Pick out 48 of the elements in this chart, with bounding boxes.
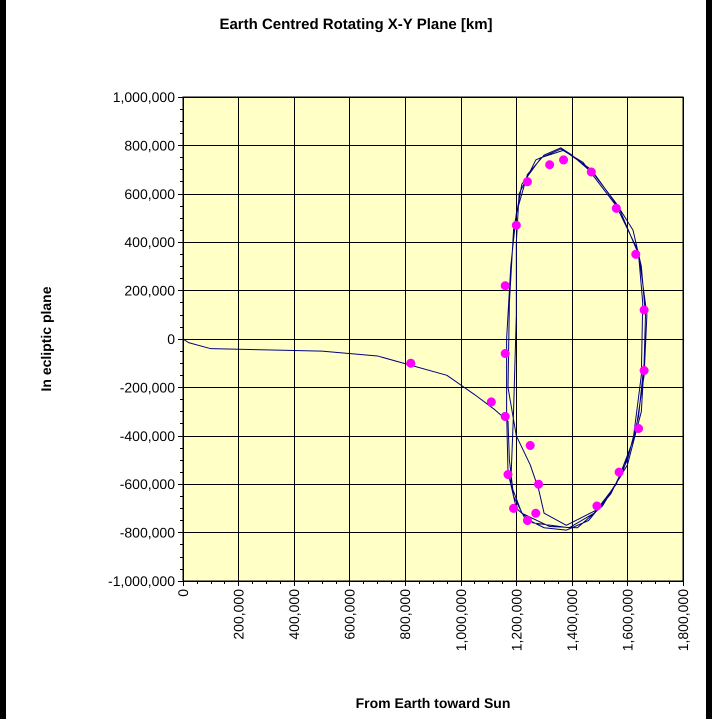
point (534, 480, 544, 489)
point (504, 470, 512, 480)
y-tick-label: 800,000 (124, 137, 176, 154)
x-axis-title: From Earth toward Sun (356, 695, 510, 711)
point (509, 504, 518, 513)
point (586, 168, 596, 177)
chart-title: Earth Centred Rotating X-Y Plane [km] (219, 16, 493, 33)
point (634, 424, 644, 434)
point (545, 160, 554, 170)
y-tick-label: 400,000 (124, 234, 176, 250)
line-series (182, 147, 648, 531)
y-tick-label: -800,000 (120, 524, 176, 541)
x-tick-label: 400,000 (286, 588, 302, 640)
x-tick-label: 200,000 (230, 588, 247, 640)
x-tick-label: 1,000,000 (452, 588, 469, 652)
point (612, 204, 621, 213)
x-tick-label: 1,800,000 (675, 588, 691, 652)
point (522, 516, 532, 525)
point (592, 501, 602, 510)
point (526, 440, 535, 450)
point (500, 281, 510, 290)
point (500, 349, 510, 358)
y-tick-label: -600,000 (120, 476, 176, 492)
point (559, 155, 568, 164)
x-tick-label: 0 (175, 588, 191, 597)
x-tick-label: 1,400,000 (564, 588, 580, 652)
x-tick-label: 1,200,000 (508, 588, 524, 652)
point (500, 412, 510, 421)
y-tick-label: 600,000 (124, 186, 176, 202)
point (512, 220, 521, 230)
y-tick-label: 1,000,000 (112, 89, 176, 105)
y-tick-label: 200,000 (124, 282, 176, 299)
y-tick-label: -1,000,000 (108, 573, 176, 589)
y-tick-label: -200,000 (120, 379, 176, 396)
x-tick-label: 1,600,000 (619, 588, 636, 652)
point (406, 358, 416, 368)
point (631, 250, 640, 259)
point (486, 397, 496, 406)
y-axis-title: In ecliptic plane (38, 286, 54, 392)
point (522, 177, 532, 186)
x-tick-label: 800,000 (397, 588, 414, 640)
y-tick-label: 0 (167, 331, 176, 347)
point (640, 366, 649, 375)
point (640, 305, 649, 314)
x-tick-label: 600,000 (342, 588, 358, 640)
point (614, 468, 624, 477)
y-tick-label: -400,000 (120, 428, 176, 444)
point (531, 508, 540, 518)
